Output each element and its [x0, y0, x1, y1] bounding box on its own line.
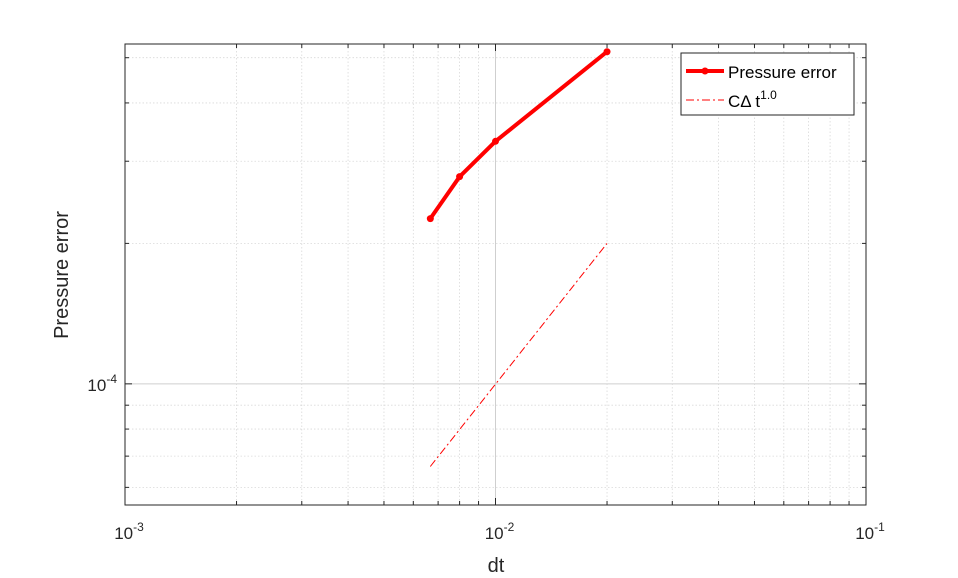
series-layer: [426, 48, 611, 467]
legend-marker-pressure-error: [701, 67, 709, 75]
x-tick-label-base: 10: [855, 524, 874, 543]
grid-layer: [125, 44, 866, 505]
axis-layer: [124, 43, 867, 506]
x-axis-title: dt: [488, 555, 505, 577]
x-tick-label-exponent: -1: [874, 520, 885, 534]
x-tick-label-base: 10: [485, 524, 504, 543]
y-tick-label-base: 10: [87, 376, 106, 395]
y-axis-title: Pressure error: [51, 211, 73, 339]
x-tick-label-exponent: -2: [504, 520, 515, 534]
legend: Pressure error CΔ t1.0: [680, 52, 855, 116]
data-point-pressure-error: [603, 48, 611, 56]
legend-label-reference: CΔ t1.0: [728, 88, 777, 111]
x-tick-label: 10-3: [114, 520, 144, 543]
legend-label-reference-exponent: 1.0: [760, 88, 777, 102]
legend-box: [680, 52, 855, 116]
series-line-pressure-error: [428, 50, 609, 220]
label-layer: dt Pressure error 10-3 10-2 10-110-4: [51, 211, 885, 577]
data-point-pressure-error: [426, 215, 434, 223]
x-tick-label: 10-2: [485, 520, 515, 543]
data-point-pressure-error: [492, 137, 499, 145]
data-point-pressure-error: [456, 173, 464, 181]
legend-label-reference-base: CΔ t: [728, 92, 760, 111]
x-tick-label-base: 10: [114, 524, 133, 543]
y-tick-label: 10-4: [87, 372, 117, 395]
x-tick-label: 10-1: [855, 520, 885, 543]
legend-label-pressure-error: Pressure error: [728, 63, 837, 82]
y-tick-label-exponent: -4: [106, 372, 117, 386]
x-tick-label-exponent: -3: [133, 520, 144, 534]
